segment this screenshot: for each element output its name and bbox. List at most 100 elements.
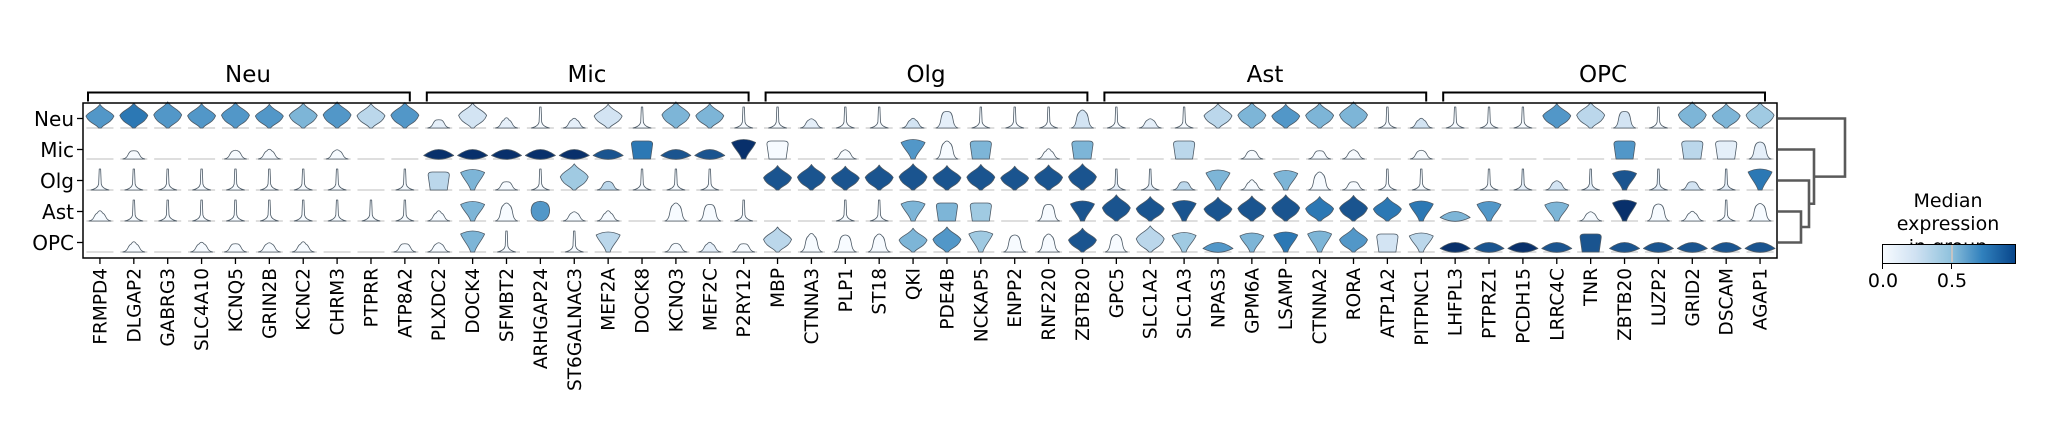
violin-OPC-LHFPL3 bbox=[1439, 242, 1471, 253]
gene-tick-label-ST6GALNAC3: ST6GALNAC3 bbox=[565, 268, 586, 391]
violin-Neu-RORA bbox=[1339, 101, 1368, 129]
violin-Ast-DOCK4 bbox=[460, 201, 486, 222]
violin-Mic-PLXDC2 bbox=[423, 149, 455, 160]
violin-Ast-RORA bbox=[1339, 195, 1368, 222]
violin-Ast-NCKAP5 bbox=[969, 202, 992, 222]
violin-OPC-ZBTB20 bbox=[1068, 227, 1097, 253]
violin-Neu-DLGAP2 bbox=[119, 102, 149, 129]
violin-OPC-RNF220 bbox=[1037, 233, 1060, 253]
violin-Olg-PLP1 bbox=[830, 165, 860, 191]
violin-OPC-PTPRZ1 bbox=[1473, 242, 1505, 253]
violin-Ast-MEF2A bbox=[596, 210, 620, 222]
violin-Mic-MEF2A bbox=[592, 149, 624, 160]
gene-tick-label-PTPRR: PTPRR bbox=[361, 268, 382, 327]
violin-Mic-MBP bbox=[766, 140, 789, 160]
violin-Neu-KCNC2 bbox=[288, 102, 318, 129]
violin-Ast-ST18 bbox=[869, 199, 889, 222]
violin-Neu-PLXDC2 bbox=[427, 119, 451, 129]
gene-tick-label-SFMBT2: SFMBT2 bbox=[497, 268, 518, 342]
violin-OPC-KCNC2 bbox=[291, 241, 315, 253]
violin-Olg-ST18 bbox=[864, 164, 894, 191]
group-bracket-neu bbox=[87, 91, 411, 102]
violin-OPC-TNR bbox=[1579, 233, 1602, 253]
violin-Mic-KCNQ3 bbox=[660, 149, 692, 160]
gene-tick-label-DSCAM: DSCAM bbox=[1717, 268, 1738, 336]
violin-Ast-MEF2C bbox=[698, 204, 722, 222]
violin-Olg-LUZP2 bbox=[1649, 168, 1668, 191]
violin-Ast-SLC1A3 bbox=[1171, 200, 1197, 222]
violin-Neu-PCDH15 bbox=[1513, 106, 1533, 129]
violin-Olg-GRID2 bbox=[1680, 181, 1704, 191]
violin-Olg-ATP1A2 bbox=[1377, 168, 1397, 191]
violin-Olg-FRMPD4 bbox=[90, 168, 110, 191]
violin-Ast-KCNQ3 bbox=[664, 202, 688, 222]
violin-Ast-ATP8A2 bbox=[395, 199, 415, 222]
violin-Neu-SLC1A3 bbox=[1174, 106, 1194, 129]
violin-Olg-KCNQ3 bbox=[666, 168, 686, 191]
violin-OPC-RORA bbox=[1339, 227, 1368, 253]
violin-Neu-ZBTB20 bbox=[1071, 109, 1094, 129]
violin-Mic-ARHGAP24 bbox=[524, 149, 556, 160]
violin-Ast-PTPRR bbox=[361, 199, 381, 222]
gene-tick-label-DOCK8: DOCK8 bbox=[633, 268, 654, 334]
violin-Neu-ATP1A2 bbox=[1377, 106, 1397, 129]
violin-Ast-PLP1 bbox=[835, 199, 855, 222]
violin-Olg-ST6GALNAC3 bbox=[559, 163, 589, 191]
violin-Neu-ST6GALNAC3 bbox=[562, 117, 586, 129]
violin-Mic-SFMBT2 bbox=[491, 149, 522, 160]
violin-Ast-ZBTB20 bbox=[1612, 199, 1637, 222]
violin-Neu-GRIN2B bbox=[254, 103, 284, 129]
violin-Mic-DLGAP2 bbox=[122, 150, 146, 160]
gene-tick-label-GPC5: GPC5 bbox=[1107, 268, 1128, 318]
violin-Neu-ENPP2 bbox=[1005, 106, 1025, 129]
group-bracket-ast bbox=[1103, 91, 1428, 102]
violin-Olg-TNR bbox=[1581, 168, 1601, 191]
violin-Olg-ATP8A2 bbox=[395, 168, 415, 191]
violin-Mic-DSCAM bbox=[1715, 140, 1738, 160]
group-bracket-opc bbox=[1442, 91, 1766, 102]
violin-Olg-PLXDC2 bbox=[427, 171, 450, 191]
violin-Ast-GPC5 bbox=[1101, 194, 1131, 222]
violin-Mic-ZBTB20 bbox=[1071, 140, 1094, 160]
violin-OPC-MBP bbox=[763, 226, 792, 253]
violin-OPC-ENPP2 bbox=[1003, 234, 1027, 253]
violin-Olg-MBP bbox=[763, 165, 792, 191]
violin-Olg-NPAS3 bbox=[1205, 169, 1231, 191]
violin-Neu-LRRC4C bbox=[1542, 103, 1572, 129]
violin-Mic-GPM6A bbox=[1240, 149, 1264, 160]
violin-Olg-GPC5 bbox=[1106, 168, 1126, 191]
violin-Mic-PLP1 bbox=[833, 149, 857, 160]
violin-OPC-CTNNA3 bbox=[800, 233, 823, 253]
violin-Neu-PTPRR bbox=[356, 103, 386, 129]
gene-tick-label-KCNQ3: KCNQ3 bbox=[666, 268, 687, 332]
group-label-opc: OPC bbox=[1578, 62, 1628, 88]
colorbar-title-line1: Median expression bbox=[1896, 190, 2000, 236]
violin-OPC-NPAS3 bbox=[1202, 242, 1234, 253]
violin-Neu-GRID2 bbox=[1677, 101, 1707, 129]
violin-Mic-PDE4B bbox=[935, 140, 959, 160]
gene-tick-label-GABRG3: GABRG3 bbox=[158, 268, 179, 347]
violin-OPC-KCNQ5 bbox=[224, 243, 247, 253]
gene-tick-label-CTNNA3: CTNNA3 bbox=[802, 268, 823, 344]
violin-Ast-KCNQ5 bbox=[226, 199, 245, 222]
violin-Olg-KCNQ5 bbox=[226, 168, 245, 191]
violin-OPC-DSCAM bbox=[1710, 242, 1742, 253]
gene-tick-label-AGAP1: AGAP1 bbox=[1751, 268, 1772, 330]
violin-OPC-CTNNA2 bbox=[1307, 230, 1333, 253]
violin-Neu-CHRM3 bbox=[322, 101, 352, 129]
violin-Ast-LRRC4C bbox=[1544, 201, 1570, 222]
violin-Ast-FRMPD4 bbox=[88, 210, 112, 222]
violin-Neu-PITPNC1 bbox=[1409, 117, 1433, 129]
violin-Mic-P2RY12 bbox=[731, 139, 757, 160]
gene-tick-label-KCNQ5: KCNQ5 bbox=[226, 268, 247, 332]
violin-Mic-RORA bbox=[1342, 149, 1365, 160]
violin-Ast-TNR bbox=[1579, 211, 1603, 222]
row-label-ast: Ast bbox=[42, 200, 74, 224]
violin-Olg-ENPP2 bbox=[1000, 165, 1030, 191]
gene-tick-label-FRMPD4: FRMPD4 bbox=[90, 268, 111, 345]
violin-Mic-ZBTB20 bbox=[1613, 140, 1636, 160]
violin-Neu-GPC5 bbox=[1106, 106, 1126, 129]
violin-Ast-PDE4B bbox=[935, 202, 958, 222]
violin-OPC-GRIN2B bbox=[257, 242, 281, 253]
violin-Ast-ATP1A2 bbox=[1372, 196, 1402, 222]
